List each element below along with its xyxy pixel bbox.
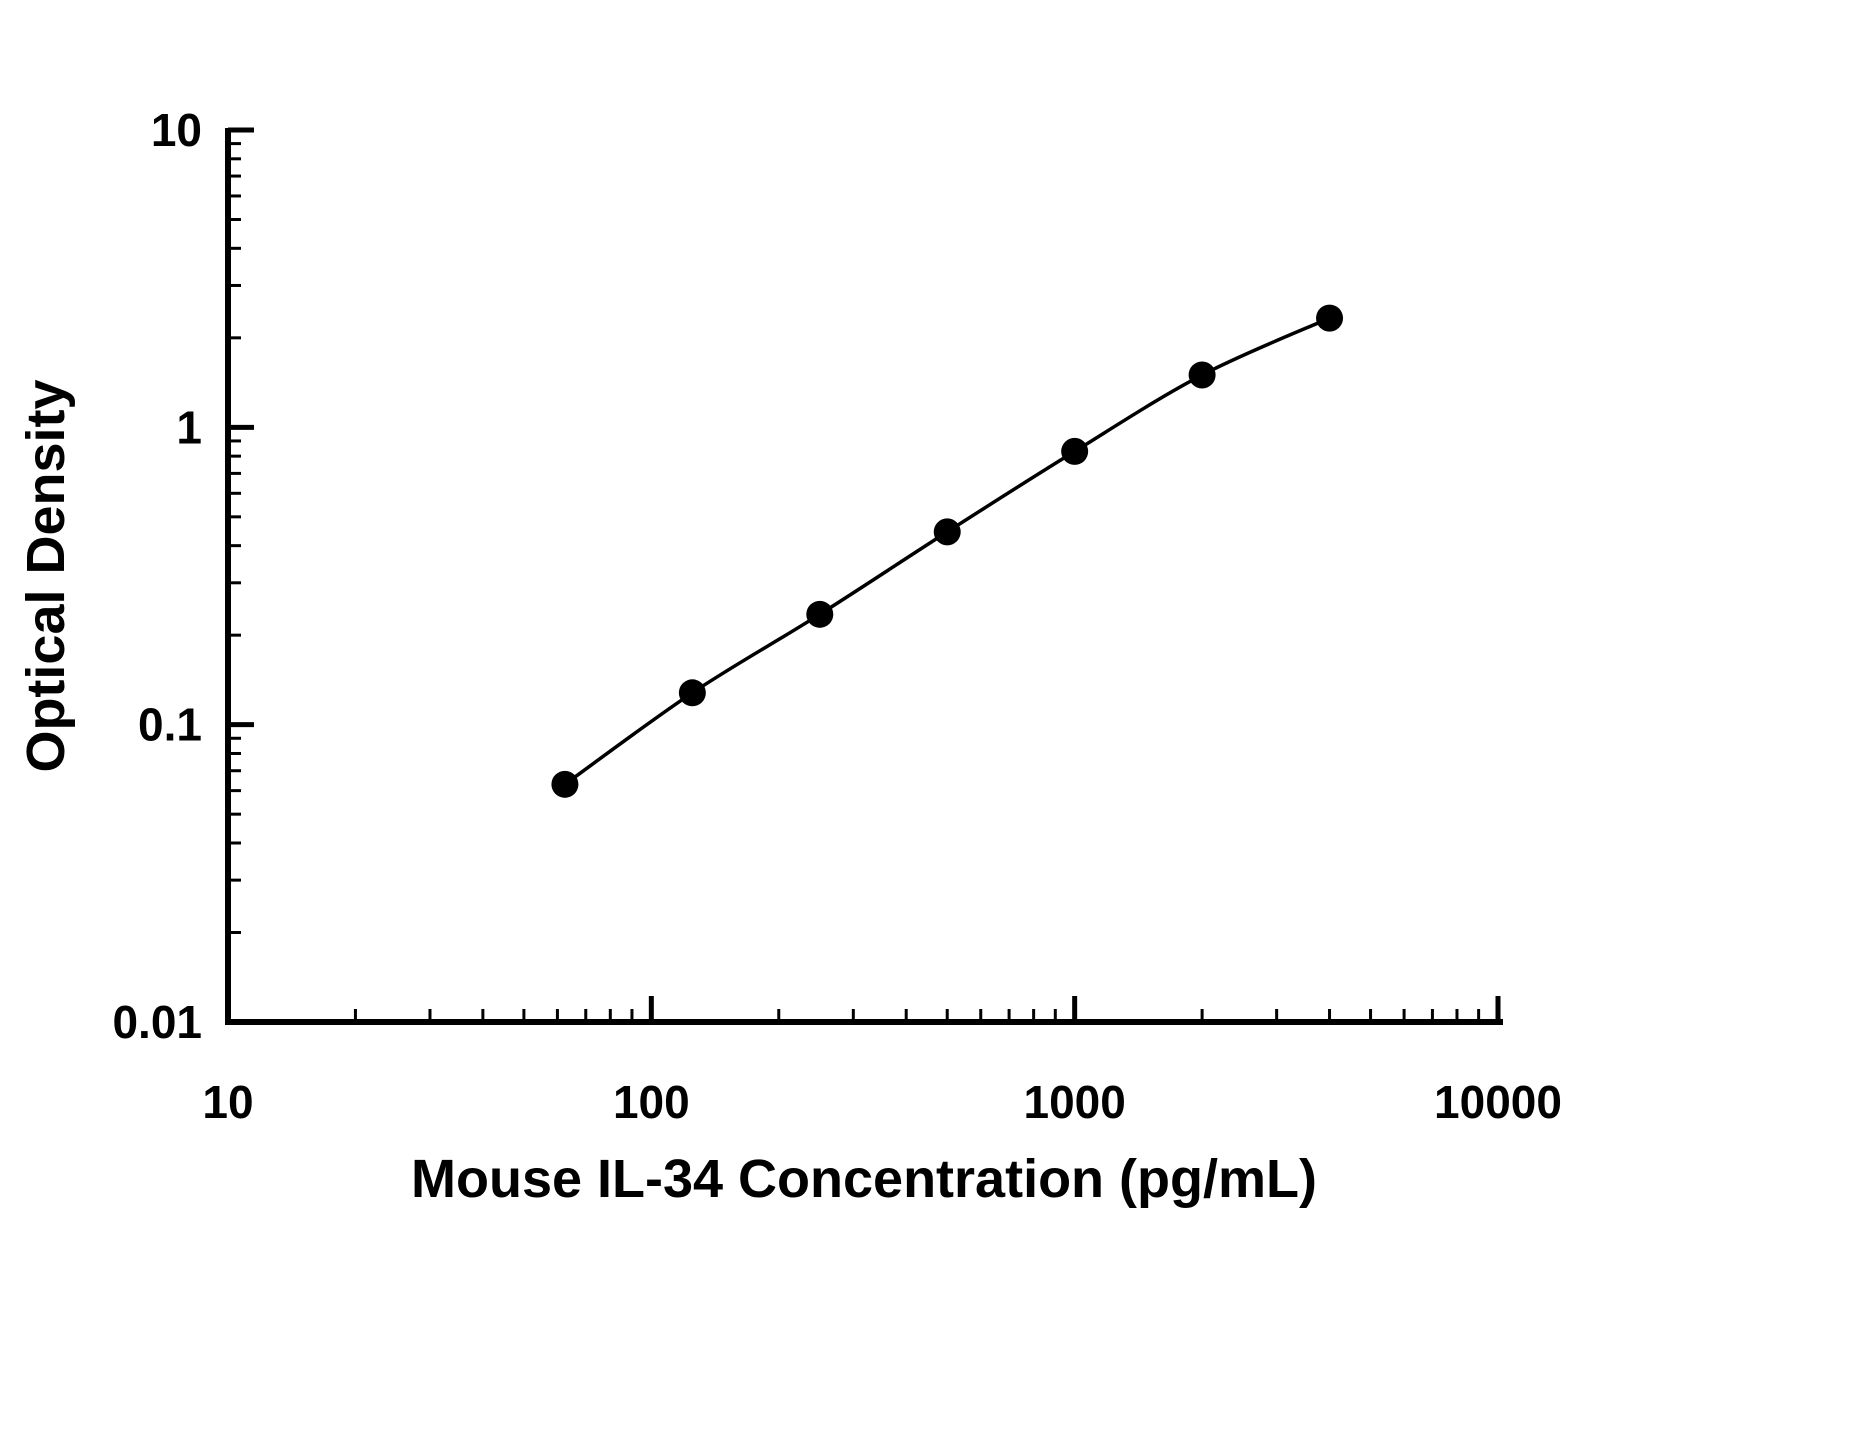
y-tick-label: 0.01 [112, 996, 202, 1048]
standard-curve-line [563, 316, 1331, 786]
data-point-marker [1316, 304, 1344, 332]
y-tick-label: 0.1 [138, 699, 202, 751]
data-point-marker [678, 679, 706, 707]
x-tick-label: 100 [613, 1076, 690, 1128]
data-point-marker [1188, 361, 1216, 389]
y-tick-label: 10 [151, 104, 202, 156]
x-tick-label: 1000 [1023, 1076, 1125, 1128]
data-point-marker [933, 518, 961, 546]
x-tick-label: 10 [202, 1076, 253, 1128]
data-point-marker [806, 600, 834, 628]
data-point-marker [551, 770, 579, 798]
y-axis-title: Optical Density [16, 379, 76, 773]
y-tick-label: 1 [176, 401, 202, 453]
x-tick-label: 10000 [1434, 1076, 1562, 1128]
x-axis-title: Mouse IL-34 Concentration (pg/mL) [410, 1149, 1317, 1209]
data-point-marker [1061, 437, 1089, 465]
